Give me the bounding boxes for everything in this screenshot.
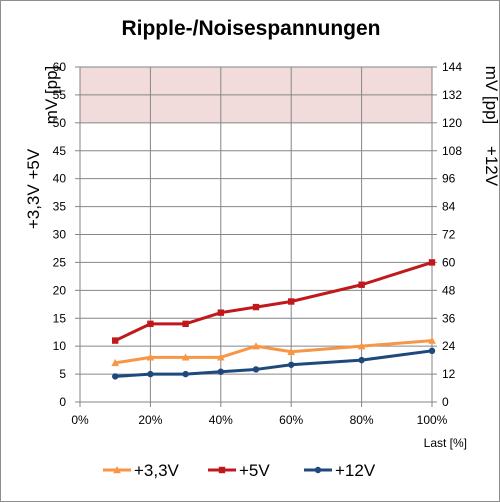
legend-label: +3,3V: [134, 461, 180, 480]
legend-label: +5V: [239, 461, 270, 480]
legend-label: +12V: [335, 461, 376, 480]
data-point: [358, 281, 365, 288]
left-tick-label: 60: [53, 60, 67, 74]
data-point: [287, 347, 295, 355]
x-tick-label: 20%: [138, 413, 162, 427]
data-point: [181, 353, 190, 361]
legend: +3,3V +5V +12V: [103, 461, 376, 480]
chart-title: Ripple-/Noisespannungen: [121, 17, 380, 40]
right-tick-label: 108: [442, 144, 462, 158]
x-tick-label: 40%: [209, 413, 233, 427]
series-line: [114, 339, 433, 365]
legend-item: +5V: [208, 461, 270, 480]
data-point: [112, 337, 119, 344]
right-tick-label: 72: [442, 228, 456, 242]
left-tick-label: 15: [53, 311, 67, 325]
legend-item: +3,3V: [103, 461, 180, 480]
right-tick-label: 36: [442, 311, 456, 325]
series-line: [115, 349, 433, 378]
data-point: [217, 353, 225, 361]
left-tick-label: 30: [53, 228, 67, 242]
left-axis-ticks: 0 5 10 15 20 25 30 35 40 45 50 55 60: [53, 60, 80, 409]
legend-swatch-marker: [218, 466, 226, 474]
left-tick-label: 55: [53, 88, 67, 102]
data-point: [428, 259, 436, 266]
left-axis-title-outer: +3,3V +5V: [24, 148, 43, 229]
data-point: [217, 368, 224, 375]
data-point: [146, 353, 155, 361]
legend-item: +12V: [304, 461, 376, 480]
left-tick-label: 45: [53, 144, 67, 158]
x-tick-label: 60%: [279, 413, 303, 427]
right-tick-label: 48: [442, 283, 456, 297]
left-tick-label: 10: [53, 339, 67, 353]
data-point: [252, 303, 260, 311]
x-tick-label: 0%: [71, 413, 89, 427]
right-tick-label: 0: [442, 395, 449, 409]
left-tick-label: 0: [59, 395, 66, 409]
left-axis-title-inner: mV [pp]: [42, 66, 61, 125]
x-tick-label: 100%: [417, 413, 448, 427]
series-+5V: [112, 259, 436, 344]
left-tick-label: 50: [53, 116, 67, 130]
left-tick-label: 20: [53, 283, 67, 297]
series-+12V: [112, 347, 436, 380]
right-tick-label: 132: [442, 88, 462, 102]
data-point: [428, 336, 436, 344]
data-point: [182, 320, 189, 328]
right-tick-label: 12: [442, 367, 456, 381]
right-tick-label: 96: [442, 172, 456, 186]
x-tick-label: 80%: [350, 413, 374, 427]
right-tick-label: 60: [442, 255, 456, 269]
series-layer: [111, 259, 436, 380]
data-point: [428, 347, 436, 355]
data-point: [111, 358, 119, 367]
data-point: [357, 342, 366, 350]
legend-swatch-marker: [314, 466, 322, 474]
right-axis-title-outer: mV [pp]: [482, 66, 500, 125]
x-axis-title: Last [%]: [424, 436, 467, 450]
left-tick-label: 35: [53, 200, 67, 214]
left-tick-label: 40: [53, 172, 67, 186]
data-point: [288, 298, 295, 305]
right-tick-label: 120: [442, 116, 462, 130]
right-tick-label: 84: [442, 200, 456, 214]
data-point: [288, 361, 295, 368]
x-axis-ticks: 0% 20% 40% 60% 80% 100%: [71, 402, 448, 427]
left-tick-label: 25: [53, 255, 67, 269]
data-point: [217, 309, 224, 316]
left-tick-label: 5: [59, 367, 66, 381]
data-point: [147, 370, 154, 378]
data-point: [182, 370, 189, 378]
series-+3,3V: [111, 336, 436, 367]
right-tick-label: 144: [442, 60, 462, 74]
data-point: [147, 320, 154, 328]
data-point: [252, 342, 260, 350]
data-point: [112, 373, 119, 380]
right-axis-title-inner: +12V: [482, 146, 500, 187]
data-point: [252, 366, 260, 373]
series-line: [114, 260, 433, 342]
legend-swatch-marker: [113, 466, 121, 474]
data-point: [358, 356, 365, 364]
right-axis-ticks: 0 12 24 36 48 60 72 84 96 108 120 132 144: [432, 60, 462, 409]
right-tick-label: 24: [442, 339, 456, 353]
